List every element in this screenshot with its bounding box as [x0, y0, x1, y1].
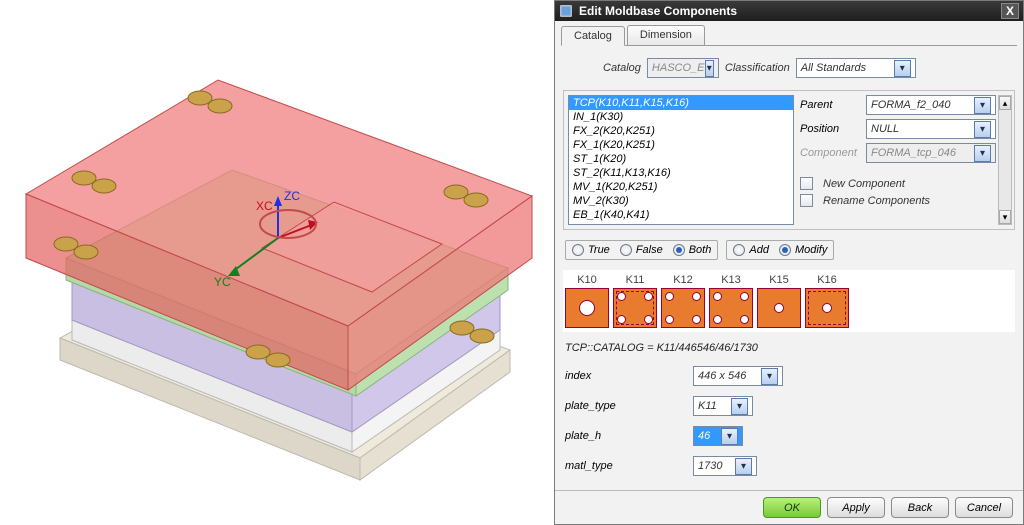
param-index-label: index [565, 370, 685, 382]
param-plate-type-combo[interactable]: K11 [693, 396, 753, 416]
catalog-combo[interactable]: HASCO_E [647, 58, 719, 78]
svg-text:ZC: ZC [284, 189, 300, 203]
list-item[interactable]: ST_2(K11,K13,K16) [569, 166, 793, 180]
position-label: Position [800, 123, 860, 135]
parent-combo[interactable]: FORMA_f2_040 [866, 95, 996, 115]
param-plate-h-combo[interactable]: 46 [693, 426, 743, 446]
k-icon [661, 288, 705, 328]
formula-text: TCP::CATALOG = K11/446546/46/1730 [563, 338, 1015, 358]
component-label: Component [800, 147, 860, 159]
chevron-down-icon[interactable] [731, 398, 748, 415]
k-label: K16 [817, 274, 837, 286]
chevron-down-icon[interactable] [974, 97, 991, 114]
chevron-down-icon[interactable] [735, 458, 752, 475]
k-label: K11 [626, 274, 645, 286]
apply-button[interactable]: Apply [827, 497, 885, 518]
k-option-k13[interactable]: K13 [709, 274, 753, 328]
radio-row: True False Both Add Modify [563, 236, 1015, 264]
chevron-down-icon[interactable] [705, 60, 714, 77]
edit-moldbase-dialog: Edit Moldbase Components X Catalog Dimen… [554, 0, 1024, 525]
k-option-k10[interactable]: K10 [565, 274, 609, 328]
checkbox-icon [800, 194, 813, 207]
ok-button[interactable]: OK [763, 497, 821, 518]
k-label: K12 [673, 274, 693, 286]
k-label: K13 [721, 274, 741, 286]
list-item[interactable]: MV_1(K20,K251) [569, 180, 793, 194]
k-icon [613, 288, 657, 328]
list-item[interactable]: ST_1(K20) [569, 152, 793, 166]
new-component-checkbox[interactable]: New Component [800, 177, 996, 190]
button-bar: OK Apply Back Cancel [555, 490, 1023, 524]
catalog-label: Catalog [603, 62, 641, 74]
list-item[interactable]: FX_2(K20,K251) [569, 124, 793, 138]
param-matl-type-combo[interactable]: 1730 [693, 456, 757, 476]
titlebar[interactable]: Edit Moldbase Components X [555, 1, 1023, 21]
parent-label: Parent [800, 99, 860, 111]
list-item[interactable]: IN_1(K30) [569, 110, 793, 124]
tab-dimension[interactable]: Dimension [627, 25, 705, 45]
param-plate-h-label: plate_h [565, 430, 685, 442]
k-icon [805, 288, 849, 328]
classification-combo[interactable]: All Standards [796, 58, 916, 78]
right-column: Parent FORMA_f2_040 Position NULL Compon… [800, 95, 1010, 225]
chevron-down-icon [974, 145, 991, 162]
k-icon [757, 288, 801, 328]
right-scrollbar[interactable]: ▴▾ [998, 95, 1012, 225]
chevron-down-icon[interactable] [721, 428, 738, 445]
viewport-3d[interactable]: ZC XC YC [0, 0, 554, 525]
list-item[interactable]: EB_1(K40,K41) [569, 208, 793, 222]
svg-text:XC: XC [256, 199, 273, 213]
k-icon [565, 288, 609, 328]
dialog-body: Catalog HASCO_E Classification All Stand… [555, 46, 1023, 490]
radio-both[interactable]: Both [673, 244, 712, 256]
radio-group-mode: Add Modify [726, 240, 834, 260]
cancel-button[interactable]: Cancel [955, 497, 1013, 518]
k-icon [709, 288, 753, 328]
list-item[interactable]: EB_2(K10,K11,K15,K16) [569, 222, 793, 225]
k-label: K15 [769, 274, 789, 286]
component-listbox[interactable]: TCP(K10,K11,K15,K16)IN_1(K30)FX_2(K20,K2… [568, 95, 794, 225]
chevron-down-icon[interactable] [761, 368, 778, 385]
back-button[interactable]: Back [891, 497, 949, 518]
scroll-down-icon[interactable]: ▾ [999, 210, 1011, 224]
scroll-up-icon[interactable]: ▴ [999, 96, 1011, 110]
chevron-down-icon[interactable] [894, 60, 911, 77]
radio-true[interactable]: True [572, 244, 610, 256]
list-item[interactable]: TCP(K10,K11,K15,K16) [569, 96, 793, 110]
position-combo[interactable]: NULL [866, 119, 996, 139]
radio-modify[interactable]: Modify [779, 244, 827, 256]
dialog-title: Edit Moldbase Components [579, 4, 1001, 18]
param-matl-type-label: matl_type [565, 460, 685, 472]
radio-add[interactable]: Add [733, 244, 769, 256]
k-type-row: K10 K11 K12 K13 K15 K16 [563, 270, 1015, 332]
k-option-k11[interactable]: K11 [613, 274, 657, 328]
list-item[interactable]: FX_1(K20,K251) [569, 138, 793, 152]
component-combo: FORMA_tcp_046 [866, 143, 996, 163]
tab-bar: Catalog Dimension [555, 21, 1023, 45]
param-index-combo[interactable]: 446 x 546 [693, 366, 783, 386]
rename-components-checkbox[interactable]: Rename Components [800, 194, 996, 207]
tab-catalog[interactable]: Catalog [561, 26, 625, 46]
radio-false[interactable]: False [620, 244, 663, 256]
mid-panel: TCP(K10,K11,K15,K16)IN_1(K30)FX_2(K20,K2… [563, 90, 1015, 230]
checkbox-icon [800, 177, 813, 190]
classification-label: Classification [725, 62, 790, 74]
k-option-k16[interactable]: K16 [805, 274, 849, 328]
moldbase-illustration: ZC XC YC [0, 0, 554, 525]
radio-group-filter: True False Both [565, 240, 718, 260]
svg-text:YC: YC [214, 275, 231, 289]
k-option-k12[interactable]: K12 [661, 274, 705, 328]
k-label: K10 [577, 274, 597, 286]
param-plate-type-label: plate_type [565, 400, 685, 412]
close-button[interactable]: X [1001, 3, 1019, 19]
dialog-icon [559, 4, 573, 18]
chevron-down-icon[interactable] [974, 121, 991, 138]
k-option-k15[interactable]: K15 [757, 274, 801, 328]
list-item[interactable]: MV_2(K30) [569, 194, 793, 208]
